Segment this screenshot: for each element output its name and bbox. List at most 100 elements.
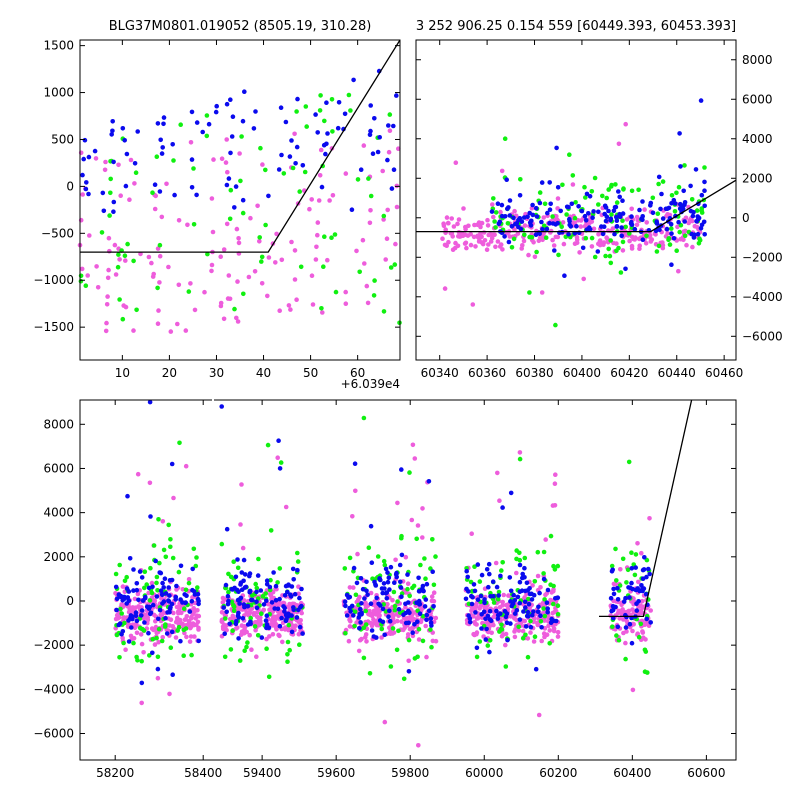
data-point bbox=[386, 614, 391, 619]
data-point bbox=[233, 626, 239, 631]
data-point bbox=[678, 236, 683, 242]
data-point bbox=[603, 205, 609, 210]
data-point bbox=[547, 220, 552, 226]
data-point bbox=[221, 605, 226, 610]
data-point bbox=[629, 580, 634, 586]
data-point bbox=[235, 565, 241, 571]
data-point bbox=[259, 611, 264, 616]
data-point bbox=[535, 609, 541, 614]
data-point bbox=[600, 193, 605, 199]
data-point bbox=[495, 239, 501, 244]
data-point bbox=[486, 584, 491, 590]
data-point bbox=[233, 574, 239, 580]
data-point bbox=[671, 236, 677, 241]
data-point bbox=[365, 592, 370, 597]
data-point bbox=[362, 596, 367, 601]
data-point bbox=[209, 268, 214, 274]
data-point bbox=[482, 600, 487, 606]
data-point bbox=[123, 304, 129, 310]
y-tick-label: 1500 bbox=[43, 39, 74, 53]
data-point bbox=[678, 164, 683, 169]
data-point bbox=[391, 123, 396, 129]
data-point bbox=[292, 248, 298, 253]
data-point bbox=[423, 576, 428, 581]
data-point bbox=[666, 236, 672, 241]
data-point bbox=[555, 612, 561, 617]
data-point bbox=[392, 607, 398, 613]
data-point bbox=[259, 635, 265, 640]
data-point bbox=[424, 612, 430, 618]
data-point bbox=[240, 197, 246, 203]
data-point bbox=[269, 618, 275, 624]
data-point bbox=[357, 637, 363, 643]
data-point bbox=[112, 242, 118, 248]
data-point bbox=[640, 567, 646, 573]
data-point bbox=[675, 224, 680, 230]
x-ticks: 58200 58400 59400 59600 59800 60000 60200 60400… bbox=[96, 400, 725, 780]
data-point bbox=[472, 588, 478, 594]
data-point bbox=[397, 562, 403, 568]
data-point bbox=[479, 615, 485, 620]
y-tick-label: 500 bbox=[51, 132, 74, 146]
data-point bbox=[540, 227, 545, 232]
data-point bbox=[671, 197, 677, 203]
data-point bbox=[204, 133, 210, 139]
data-point bbox=[225, 593, 231, 599]
data-point bbox=[657, 227, 662, 233]
data-point bbox=[485, 643, 491, 648]
data-point bbox=[540, 237, 545, 243]
data-point bbox=[318, 147, 324, 153]
x-tick-label: 60000 bbox=[465, 766, 503, 780]
data-point bbox=[469, 605, 475, 610]
data-point bbox=[104, 302, 110, 307]
panel-title: 3 252 906.25 0.154 559 [60449.393, 60453… bbox=[416, 19, 736, 34]
data-point bbox=[173, 619, 179, 625]
data-point bbox=[235, 557, 240, 562]
data-point bbox=[146, 254, 152, 260]
data-point bbox=[321, 264, 326, 270]
data-point bbox=[541, 606, 546, 611]
data-point bbox=[111, 159, 116, 165]
data-point bbox=[324, 100, 329, 105]
data-point bbox=[242, 89, 247, 94]
data-point bbox=[465, 574, 471, 580]
data-point bbox=[178, 122, 183, 127]
data-point bbox=[276, 438, 281, 444]
data-point bbox=[361, 415, 367, 421]
data-point bbox=[498, 242, 504, 247]
data-point bbox=[109, 132, 114, 137]
data-point bbox=[613, 546, 618, 552]
data-point bbox=[619, 225, 624, 230]
data-point bbox=[396, 146, 401, 151]
data-point bbox=[121, 640, 126, 646]
data-point bbox=[177, 440, 182, 446]
data-point bbox=[157, 570, 162, 575]
data-point bbox=[611, 208, 617, 214]
data-point bbox=[532, 579, 538, 584]
data-point bbox=[117, 621, 123, 626]
data-point bbox=[547, 180, 552, 185]
data-point bbox=[80, 192, 85, 197]
y-tick-label: −6000 bbox=[742, 329, 783, 343]
data-point bbox=[406, 608, 411, 614]
data-point bbox=[360, 237, 366, 243]
data-point bbox=[449, 216, 455, 221]
data-point bbox=[471, 234, 477, 240]
data-point bbox=[545, 606, 550, 611]
data-point bbox=[676, 184, 682, 190]
y-tick-label: 0 bbox=[742, 211, 750, 225]
data-point bbox=[255, 573, 261, 578]
data-point bbox=[487, 608, 493, 614]
data-point bbox=[611, 591, 617, 597]
data-point bbox=[650, 195, 656, 201]
data-point bbox=[159, 638, 165, 644]
data-point bbox=[578, 218, 584, 223]
data-point bbox=[273, 583, 279, 589]
data-point bbox=[578, 224, 584, 229]
data-point bbox=[627, 238, 632, 244]
data-point bbox=[174, 587, 179, 592]
data-point bbox=[541, 549, 547, 555]
data-point bbox=[508, 490, 514, 496]
plot-frame bbox=[79, 399, 737, 761]
data-point bbox=[537, 590, 542, 596]
